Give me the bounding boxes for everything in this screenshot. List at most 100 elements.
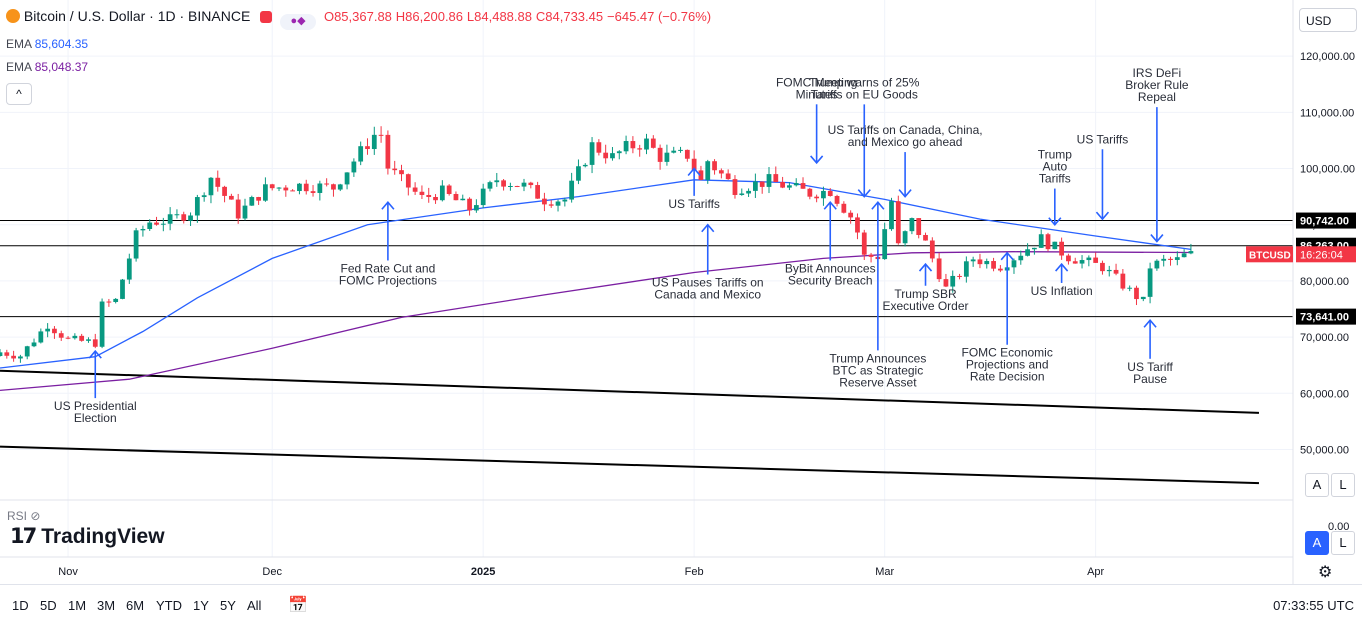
candle[interactable] [18,354,23,363]
event-annotation[interactable]: US Presidential Election [54,349,137,425]
candle[interactable] [412,182,418,195]
candle[interactable] [868,252,874,263]
candle[interactable] [276,187,282,192]
candle[interactable] [331,183,336,197]
candle[interactable] [439,180,445,202]
ema-fast-line[interactable] [0,179,1191,369]
candle[interactable] [528,181,534,189]
candle[interactable] [1174,251,1180,266]
candle[interactable] [99,298,105,349]
event-annotation[interactable]: FOMC Economic Projections and Rate Decisio… [961,251,1053,384]
candle[interactable] [766,167,772,194]
candle[interactable] [916,218,922,239]
candle[interactable] [58,330,64,341]
candle[interactable] [92,333,98,349]
candle[interactable] [126,253,132,284]
utc-clock[interactable]: 07:33:55 UTC [1273,598,1354,613]
candle[interactable] [997,265,1003,273]
candle[interactable] [855,213,860,240]
candle[interactable] [671,146,677,154]
candle[interactable] [399,164,404,182]
candle[interactable] [1038,229,1044,248]
candle[interactable] [725,169,731,180]
candle[interactable] [426,187,432,203]
candle[interactable] [1181,249,1187,258]
trend-line[interactable] [0,369,1260,414]
candle[interactable] [256,196,261,205]
candle[interactable] [957,273,962,280]
candle[interactable] [800,177,806,189]
candle[interactable] [113,298,119,304]
indicator-dots-icon[interactable]: ●◆ [280,14,317,30]
candle[interactable] [657,144,663,170]
candle[interactable] [242,198,248,221]
candle[interactable] [909,217,915,235]
candle[interactable] [52,326,57,339]
candle[interactable] [582,163,588,168]
rsi-log-scale-button[interactable]: L [1331,531,1355,555]
candle[interactable] [1066,253,1071,265]
candle[interactable] [433,194,438,204]
candle[interactable] [38,328,44,344]
candle[interactable] [378,126,384,143]
candle[interactable] [827,188,833,197]
candle[interactable] [793,178,799,187]
candle[interactable] [303,179,309,195]
event-annotation[interactable]: US Tariffs [668,167,720,211]
chart-settings-gear-icon[interactable]: ⚙ [1318,564,1333,581]
candle[interactable] [473,199,479,213]
candle[interactable] [120,278,125,300]
log-scale-button[interactable]: L [1331,473,1355,497]
candle[interactable] [11,350,16,362]
candle[interactable] [181,211,187,224]
event-annotation[interactable]: Trump Auto Tariffs [1038,148,1073,226]
candle[interactable] [269,183,275,191]
candle[interactable] [521,178,527,192]
event-annotation[interactable]: US Inflation [1031,262,1093,298]
timeframe-1m[interactable]: 1M [68,598,87,613]
candle[interactable] [351,158,357,177]
candle[interactable] [637,144,643,157]
tradingview-logo[interactable]: 17 TradingView [10,524,165,549]
candle[interactable] [753,173,758,198]
candle[interactable] [1032,247,1037,255]
candle[interactable] [65,336,71,340]
candle[interactable] [623,135,629,155]
candle[interactable] [589,137,595,174]
candle[interactable] [228,193,234,200]
candle[interactable] [1079,255,1085,269]
date-range-calendar-icon[interactable]: 📅 [288,597,308,614]
candle[interactable] [773,166,779,183]
candle[interactable] [1147,262,1153,304]
candle[interactable] [834,194,840,207]
candle[interactable] [977,253,983,269]
candle[interactable] [174,209,180,219]
event-annotation[interactable]: Trump Announces BTC as Strategic Reserve A… [829,201,926,389]
candle[interactable] [487,180,493,192]
candle[interactable] [297,182,302,195]
candle[interactable] [249,195,255,206]
candle[interactable] [780,176,785,189]
candle[interactable] [167,207,173,231]
candle[interactable] [1127,285,1133,292]
candle[interactable] [739,188,745,196]
candle[interactable] [991,257,996,272]
candle[interactable] [807,187,813,200]
candle[interactable] [160,217,166,232]
candle[interactable] [4,349,10,359]
candle[interactable] [535,181,540,199]
candle[interactable] [0,349,3,357]
candle[interactable] [419,185,425,200]
candle[interactable] [358,141,364,166]
candle[interactable] [106,298,112,307]
candle[interactable] [222,185,227,203]
candle[interactable] [1188,243,1194,255]
candle[interactable] [133,227,139,262]
candle[interactable] [1106,265,1112,277]
candle[interactable] [508,182,513,191]
candle[interactable] [650,135,656,149]
candle[interactable] [603,144,609,164]
candle[interactable] [215,170,221,192]
candle[interactable] [154,216,159,226]
